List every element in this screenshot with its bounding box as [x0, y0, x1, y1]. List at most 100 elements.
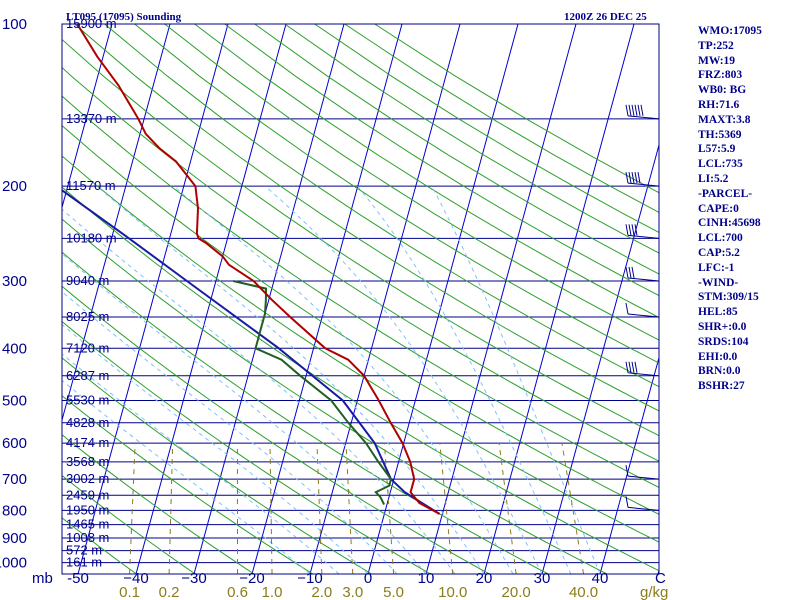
wind-barb — [625, 302, 660, 318]
dry-adiabat-line — [62, 320, 431, 574]
dry-adiabat-line — [62, 434, 255, 574]
pressure-tick-label: 600 — [2, 435, 27, 452]
wind-barb-flag — [640, 104, 644, 116]
pressure-tick-label: 800 — [2, 502, 27, 519]
sounding-index: -WIND- — [698, 276, 739, 289]
wind-barb-flag — [625, 496, 629, 508]
pressure-tick-label: 500 — [2, 392, 27, 409]
mixing-ratio-line — [383, 443, 395, 574]
temperature-tick-label: −10 — [297, 570, 322, 587]
height-label: 4828 m — [66, 415, 109, 430]
moist-adiabat-line — [62, 208, 456, 574]
height-label: 1950 m — [66, 502, 109, 517]
moist-adiabat-line — [264, 185, 543, 574]
mixing-ratio-label: 0.6 — [227, 584, 248, 600]
sounding-index: LCL:700 — [698, 232, 743, 245]
isotherm-line — [541, 143, 659, 574]
wind-barb — [625, 266, 660, 282]
mixing-ratio-line — [129, 443, 136, 574]
wind-barb-flag — [625, 266, 629, 279]
height-label: 13370 m — [66, 111, 117, 126]
moist-adiabat-line — [62, 353, 340, 574]
wind-barb-flag — [628, 224, 632, 236]
mixing-ratio-line — [168, 443, 174, 574]
sounding-title: LT095 (17095) Sounding — [66, 11, 182, 23]
wind-barb-flag — [631, 266, 635, 279]
sounding-index: CAPE:0 — [698, 202, 739, 215]
dry-adiabat-line — [62, 124, 659, 515]
pressure-tick-label: 200 — [2, 178, 27, 195]
dry-adiabat-line — [62, 186, 659, 572]
moist-adiabat-line — [357, 185, 572, 574]
dry-adiabat-line — [164, 24, 659, 341]
isotherm-line — [251, 24, 403, 574]
wind-barb-staff — [627, 234, 660, 239]
dry-adiabat-line — [62, 155, 659, 543]
mixing-ratio-label: 10.0 — [438, 584, 467, 600]
height-label: 5530 m — [66, 392, 109, 407]
mixing-ratio-label: 20.0 — [502, 584, 531, 600]
wind-barb-flag — [628, 266, 632, 279]
wind-barb-staff — [627, 115, 660, 120]
height-label: 572 m — [66, 543, 102, 558]
temperature-tick-label: −20 — [239, 570, 264, 587]
isotherm-line — [62, 24, 113, 210]
mixing-ratio-line — [316, 443, 323, 574]
pressure-tick-label: 1000 — [0, 555, 27, 572]
dry-adiabat-line — [134, 24, 659, 364]
temperature-tick-label: 30 — [534, 570, 551, 587]
wind-barb-flag — [625, 465, 629, 477]
temperature-unit-label: C — [655, 570, 666, 587]
wind-barb — [625, 496, 660, 511]
mixing-ratio-label: 40.0 — [569, 584, 598, 600]
moist-adiabat-line — [62, 290, 398, 574]
mixing-ratio-label: 2.0 — [311, 584, 332, 600]
sounding-index: FRZ:803 — [698, 69, 743, 82]
wind-barb-flag — [637, 172, 641, 184]
plot-frame — [61, 23, 660, 575]
sounding-valid-time: 1200Z 26 DEC 25 — [564, 11, 647, 23]
dry-adiabat-line — [284, 24, 659, 254]
sounding-index: LI:5.2 — [698, 172, 729, 185]
sounding-indices: WMO:17095 TP:252 MW:19 FRZ:803 WB0: BG RH:71.… — [698, 24, 762, 394]
sounding-index: HEL:85 — [698, 306, 738, 319]
wind-barb-flag — [634, 361, 638, 373]
temperature-tick-label: −30 — [181, 570, 206, 587]
wind-barb-flag — [625, 361, 629, 373]
pressure-tick-label: 700 — [2, 471, 27, 488]
height-label: 1008 m — [66, 530, 109, 545]
wind-barb-staff — [627, 506, 660, 511]
dry-adiabat-line — [62, 395, 314, 574]
mixing-ratio-line — [345, 443, 354, 574]
mixing-ratio-line — [269, 443, 273, 574]
sounding-index: LFC:-1 — [698, 261, 735, 274]
isotherm-line — [62, 24, 171, 422]
wind-barb-flag — [625, 172, 629, 184]
wind-barb-flag — [631, 361, 635, 373]
mixing-ratio-label: 3.0 — [342, 584, 363, 600]
sounding-index: RH:71.6 — [698, 98, 740, 111]
wind-barb-staff — [627, 372, 660, 377]
moist-adiabat-line — [62, 323, 369, 574]
temperature-tick-label: 20 — [476, 570, 493, 587]
wind-barb-flag — [625, 104, 629, 116]
mixing-ratio-label: 5.0 — [383, 584, 404, 600]
sounding-index: LCL:735 — [698, 158, 743, 171]
height-label: 9040 m — [66, 273, 109, 288]
height-label: 10180 m — [66, 230, 117, 245]
dry-adiabat-line — [62, 357, 372, 574]
moist-adiabat-line — [431, 185, 601, 574]
temperature-trace — [76, 24, 440, 515]
dewpoint-trace — [233, 280, 393, 505]
height-label: 2459 m — [66, 487, 109, 502]
mixing-ratio-label: 1.0 — [262, 584, 283, 600]
mixing-ratio-label: 0.1 — [119, 584, 140, 600]
sounding-index: BRN:0.0 — [698, 365, 741, 378]
temperature-tick-label: -50 — [67, 570, 89, 587]
wind-barb — [625, 465, 660, 480]
sounding-index: MAXT:3.8 — [698, 113, 751, 126]
pressure-tick-label: 400 — [2, 340, 27, 357]
wind-barb — [625, 172, 660, 187]
height-label: 3002 m — [66, 471, 109, 486]
